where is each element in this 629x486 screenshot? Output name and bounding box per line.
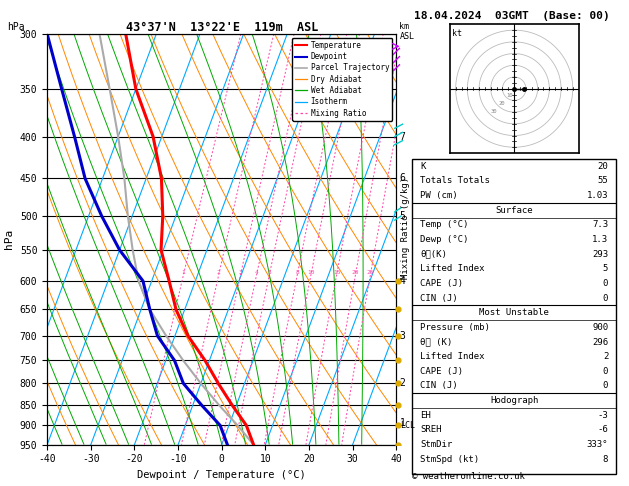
Text: 2: 2	[603, 352, 608, 361]
Text: 20: 20	[498, 101, 505, 105]
Text: CAPE (J): CAPE (J)	[420, 367, 463, 376]
Text: CIN (J): CIN (J)	[420, 382, 458, 390]
Text: 18.04.2024  03GMT  (Base: 00): 18.04.2024 03GMT (Base: 00)	[414, 11, 610, 21]
Text: Lifted Index: Lifted Index	[420, 264, 485, 273]
Text: StmSpd (kt): StmSpd (kt)	[420, 455, 479, 464]
Text: 6: 6	[400, 174, 406, 184]
Text: Hodograph: Hodograph	[490, 396, 538, 405]
Text: Totals Totals: Totals Totals	[420, 176, 490, 185]
Text: EH: EH	[420, 411, 431, 420]
Text: 20: 20	[598, 162, 608, 171]
Text: 7.3: 7.3	[592, 220, 608, 229]
Text: 0: 0	[603, 294, 608, 303]
Text: Surface: Surface	[496, 206, 533, 215]
Text: hPa: hPa	[8, 22, 25, 32]
Text: Temp (°C): Temp (°C)	[420, 220, 469, 229]
Text: Mixing Ratio (g/kg): Mixing Ratio (g/kg)	[401, 177, 409, 279]
Text: 10: 10	[307, 270, 314, 275]
Text: PW (cm): PW (cm)	[420, 191, 458, 200]
Text: LCL: LCL	[400, 421, 415, 430]
Text: 3: 3	[238, 270, 242, 275]
Text: 3: 3	[400, 331, 406, 341]
Text: 15: 15	[333, 270, 340, 275]
Legend: Temperature, Dewpoint, Parcel Trajectory, Dry Adiabat, Wet Adiabat, Isotherm, Mi: Temperature, Dewpoint, Parcel Trajectory…	[292, 38, 392, 121]
Text: 5: 5	[267, 270, 271, 275]
Text: 1.3: 1.3	[592, 235, 608, 244]
Text: 333°: 333°	[587, 440, 608, 449]
Text: Pressure (mb): Pressure (mb)	[420, 323, 490, 332]
Text: 55: 55	[598, 176, 608, 185]
Text: © weatheronline.co.uk: © weatheronline.co.uk	[412, 472, 525, 481]
Text: 0: 0	[603, 367, 608, 376]
Text: 2: 2	[217, 270, 221, 275]
Text: 1: 1	[182, 270, 186, 275]
Text: kt: kt	[452, 30, 462, 38]
Y-axis label: hPa: hPa	[4, 229, 14, 249]
Text: 2: 2	[400, 379, 406, 388]
Text: StmDir: StmDir	[420, 440, 452, 449]
Text: 296: 296	[592, 337, 608, 347]
Text: 25: 25	[367, 270, 374, 275]
Text: 293: 293	[592, 250, 608, 259]
Text: 1: 1	[400, 418, 406, 429]
Text: 5: 5	[603, 264, 608, 273]
Text: SREH: SREH	[420, 425, 442, 434]
Text: km
ASL: km ASL	[399, 22, 415, 41]
Text: CIN (J): CIN (J)	[420, 294, 458, 303]
Text: 7: 7	[400, 132, 406, 141]
Text: 5: 5	[400, 211, 406, 221]
Title: 43°37'N  13°22'E  119m  ASL: 43°37'N 13°22'E 119m ASL	[126, 21, 318, 34]
Text: 0: 0	[603, 382, 608, 390]
Text: 8: 8	[296, 270, 299, 275]
Text: 8: 8	[603, 455, 608, 464]
Text: Lifted Index: Lifted Index	[420, 352, 485, 361]
Text: 4: 4	[400, 276, 406, 286]
Text: K: K	[420, 162, 426, 171]
Text: 1.03: 1.03	[587, 191, 608, 200]
Text: 20: 20	[352, 270, 359, 275]
Text: CAPE (J): CAPE (J)	[420, 279, 463, 288]
Text: Most Unstable: Most Unstable	[479, 308, 549, 317]
X-axis label: Dewpoint / Temperature (°C): Dewpoint / Temperature (°C)	[137, 470, 306, 480]
Text: 10: 10	[506, 93, 513, 98]
Text: θᴄ(K): θᴄ(K)	[420, 250, 447, 259]
Text: 900: 900	[592, 323, 608, 332]
Text: Dewp (°C): Dewp (°C)	[420, 235, 469, 244]
Text: 4: 4	[255, 270, 259, 275]
Text: 0: 0	[603, 279, 608, 288]
Text: -6: -6	[598, 425, 608, 434]
Text: -3: -3	[598, 411, 608, 420]
Text: θᴄ (K): θᴄ (K)	[420, 337, 452, 347]
Text: 30: 30	[491, 108, 497, 114]
